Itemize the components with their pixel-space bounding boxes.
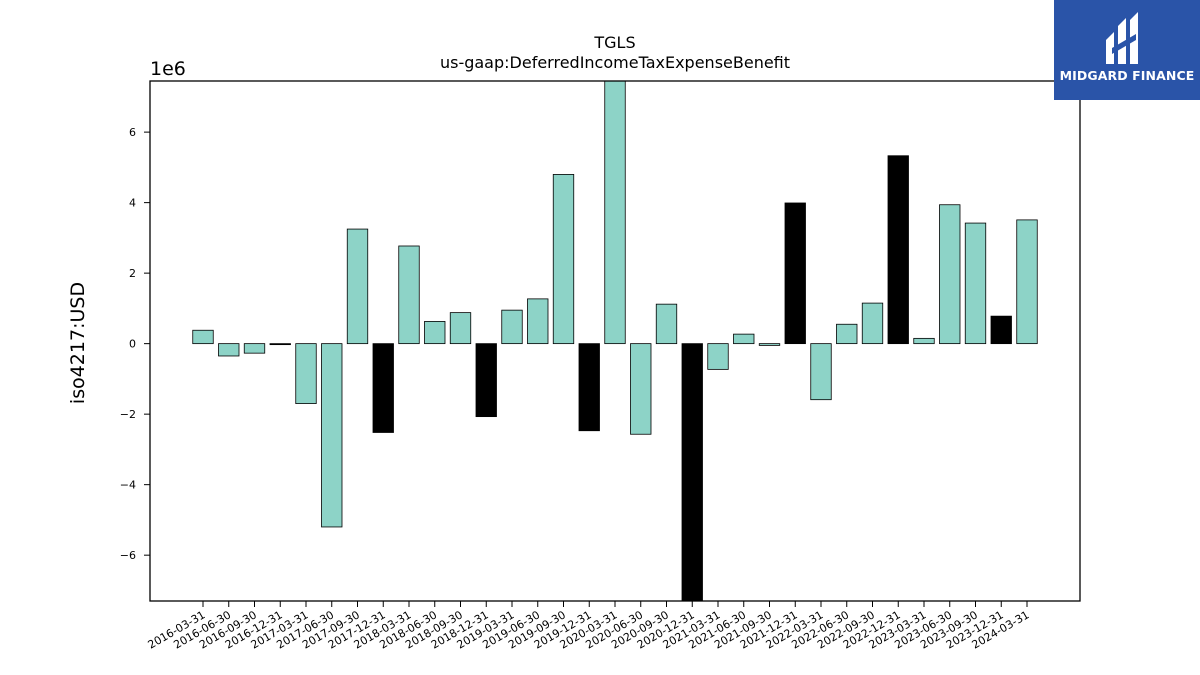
bar-2018-06-30: [424, 321, 446, 345]
brand-logo: MIDGARD FINANCE: [1054, 0, 1200, 100]
y-ticks-group: −6 −4 −2 0 2 4 6: [120, 126, 150, 562]
bar-2024-03-31: [1016, 219, 1038, 345]
brand-name: MIDGARD FINANCE: [1059, 68, 1195, 83]
bar-2016-12-31: [269, 343, 291, 346]
y-tick-label: 0: [129, 338, 136, 351]
bar-2016-06-30: [218, 343, 240, 357]
bar-2019-12-31: [578, 343, 600, 432]
y-tick-label: −6: [120, 549, 136, 562]
bar-2019-06-30: [527, 298, 549, 345]
chart-title: TGLS: [593, 33, 635, 52]
bar-2016-09-30: [243, 343, 266, 354]
bar-2023-09-30: [964, 222, 987, 345]
bar-2017-09-30: [346, 228, 369, 345]
bar-2019-03-31: [501, 309, 523, 345]
bar-2017-12-31: [372, 343, 394, 433]
bar-2018-09-30: [449, 312, 472, 345]
y-axis-label: iso4217:USD: [67, 282, 89, 404]
brand-mark-icon: [1106, 12, 1138, 64]
y-tick-label: −2: [120, 408, 136, 421]
y-tick-label: 4: [129, 197, 136, 210]
bar-2018-12-31: [475, 343, 497, 418]
bar-2017-03-31: [295, 343, 317, 404]
bar-2022-12-31: [887, 155, 909, 345]
bars-group: [192, 80, 1038, 602]
y-scale-label: 1e6: [150, 58, 186, 80]
bar-2022-09-30: [861, 302, 884, 345]
bar-2022-06-30: [836, 323, 858, 345]
bar-2017-06-30: [321, 343, 343, 528]
bar-2020-03-31: [604, 80, 626, 345]
bar-2021-12-31: [784, 202, 806, 345]
bar-2016-03-31: [192, 329, 214, 345]
bar-2019-09-30: [552, 174, 575, 345]
x-ticks-group: 2016-03-312016-06-302016-09-302016-12-31…: [146, 601, 1032, 652]
y-tick-label: 6: [129, 126, 136, 139]
bar-2020-06-30: [630, 343, 652, 435]
bar-2021-09-30: [758, 343, 781, 346]
bar-2023-12-31: [990, 315, 1012, 345]
bar-2021-06-30: [733, 333, 755, 345]
bar-2018-03-31: [398, 245, 420, 345]
bar-2021-03-31: [707, 343, 729, 370]
y-tick-label: 2: [129, 267, 136, 280]
chart-subtitle: us-gaap:DeferredIncomeTaxExpenseBenefit: [440, 53, 790, 72]
bar-2023-03-31: [913, 337, 935, 345]
bar-2022-03-31: [810, 343, 832, 401]
bar-2020-12-31: [681, 343, 703, 602]
plot-frame: [149, 80, 1081, 602]
bar-2023-06-30: [939, 204, 961, 345]
y-tick-label: −4: [120, 479, 136, 492]
bar-2020-09-30: [655, 303, 678, 345]
